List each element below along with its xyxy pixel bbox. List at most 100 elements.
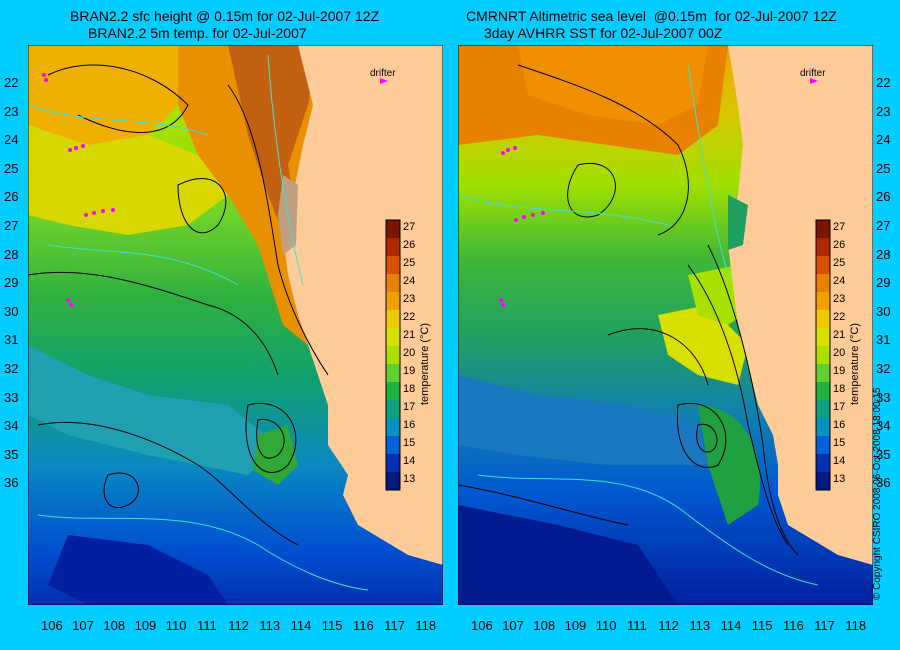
- lon-label-right-116: 116: [783, 618, 804, 633]
- lat-label-left-23: 23: [4, 103, 19, 119]
- lat-label-left-28: 28: [4, 246, 19, 262]
- right-title-line2: 3day AVHRR SST for 02-Jul-2007 00Z: [484, 25, 723, 41]
- lon-label-right-108: 108: [533, 618, 556, 633]
- lat-label-right-30: 30: [876, 303, 891, 319]
- right-colorbar-title: temperature (°C): [849, 322, 861, 405]
- lat-label-right-35: 35: [876, 446, 891, 462]
- left-colorbar: [385, 219, 401, 491]
- cbar-tick-left-13: 13: [403, 473, 416, 485]
- lat-label-right-27: 27: [876, 218, 891, 233]
- lon-label-right-111: 111: [627, 618, 647, 633]
- cbar-tick-left-17: 17: [403, 401, 416, 413]
- lat-label-left-26: 26: [4, 189, 19, 205]
- lon-label-left-110: 110: [165, 618, 187, 633]
- cbar-tick-right-21: 21: [833, 329, 846, 341]
- lon-label-right-118: 118: [845, 618, 867, 633]
- cbar-tick-left-15: 15: [403, 437, 416, 449]
- right-title-line1: CMRNRT Altimetric sea level @0.15m for 0…: [466, 8, 837, 24]
- lon-label-right-109: 109: [564, 618, 587, 633]
- lat-label-right-22: 22: [876, 75, 891, 90]
- lat-label-right-24: 24: [876, 132, 891, 148]
- cbar-tick-right-22: 22: [833, 311, 846, 323]
- lon-label-left-106: 106: [41, 618, 63, 633]
- lat-label-right-28: 28: [876, 246, 891, 262]
- cbar-tick-left-23: 23: [403, 293, 416, 305]
- lon-label-right-110: 110: [595, 618, 617, 633]
- lat-label-left-33: 33: [4, 389, 19, 405]
- cbar-tick-right-14: 14: [833, 455, 846, 467]
- lat-label-right-23: 23: [876, 103, 891, 119]
- cbar-tick-left-19: 19: [403, 365, 416, 377]
- copyright-credit: © Copyright CSIRO 2008 06-Oct-2008 18:00…: [872, 387, 883, 601]
- left-map-panel: [28, 45, 443, 605]
- lat-label-left-35: 35: [4, 446, 19, 462]
- lat-label-left-30: 30: [4, 303, 19, 319]
- lon-label-left-115: 115: [321, 618, 343, 633]
- lon-label-right-114: 114: [720, 618, 742, 633]
- cbar-tick-right-19: 19: [833, 365, 846, 377]
- cbar-tick-right-23: 23: [833, 293, 846, 305]
- cbar-tick-left-14: 14: [403, 455, 416, 467]
- lat-label-left-25: 25: [4, 160, 19, 176]
- cbar-tick-left-18: 18: [403, 383, 416, 395]
- cbar-tick-left-27: 27: [403, 221, 416, 233]
- cbar-tick-right-17: 17: [833, 401, 846, 413]
- lat-label-right-33: 33: [876, 389, 891, 405]
- left-title-line2: BRAN2.2 5m temp. for 02-Jul-2007: [88, 25, 307, 41]
- left-sst-map: [28, 45, 443, 605]
- lon-label-left-107: 107: [72, 618, 94, 633]
- lat-label-right-32: 32: [876, 361, 891, 376]
- cbar-tick-right-18: 18: [833, 383, 846, 395]
- lat-label-right-31: 31: [876, 332, 891, 348]
- lon-label-right-115: 115: [751, 618, 773, 633]
- lon-label-right-107: 107: [502, 618, 524, 633]
- lat-label-right-26: 26: [876, 189, 891, 205]
- lat-label-left-29: 29: [4, 275, 19, 291]
- cbar-tick-right-13: 13: [833, 473, 846, 485]
- cbar-tick-right-20: 20: [833, 347, 846, 359]
- cbar-tick-right-26: 26: [833, 239, 846, 251]
- cbar-tick-right-25: 25: [833, 257, 846, 269]
- cbar-tick-left-26: 26: [403, 239, 416, 251]
- lat-label-left-24: 24: [4, 132, 19, 148]
- right-sst-map: [458, 45, 873, 605]
- lat-label-left-31: 31: [4, 332, 19, 348]
- lon-label-left-108: 108: [103, 618, 126, 633]
- lon-label-right-113: 113: [689, 618, 711, 633]
- lat-label-left-22: 22: [4, 75, 19, 90]
- lon-label-left-112: 112: [228, 618, 249, 633]
- right-drifter-label: drifter: [800, 68, 826, 79]
- lon-label-right-112: 112: [658, 618, 679, 633]
- lat-label-left-34: 34: [4, 418, 19, 434]
- cbar-tick-left-21: 21: [403, 329, 416, 341]
- left-colorbar-title: temperature (°C): [419, 322, 431, 405]
- lon-label-left-116: 116: [353, 618, 374, 633]
- cbar-tick-right-15: 15: [833, 437, 846, 449]
- lat-label-right-29: 29: [876, 275, 891, 291]
- cbar-tick-right-27: 27: [833, 221, 846, 233]
- lat-label-left-27: 27: [4, 218, 19, 233]
- cbar-tick-left-25: 25: [403, 257, 416, 269]
- cbar-tick-left-16: 16: [403, 419, 416, 431]
- lon-label-left-117: 117: [384, 618, 405, 633]
- left-drifter-label: drifter: [370, 68, 396, 79]
- cbar-tick-left-24: 24: [403, 275, 416, 287]
- lat-label-left-36: 36: [4, 475, 19, 491]
- left-title-line1: BRAN2.2 sfc height @ 0.15m for 02-Jul-20…: [70, 8, 380, 24]
- lat-label-right-25: 25: [876, 160, 891, 176]
- lat-label-right-34: 34: [876, 418, 891, 434]
- lon-label-left-113: 113: [259, 618, 281, 633]
- lon-label-left-111: 111: [197, 618, 217, 633]
- lon-label-left-118: 118: [415, 618, 437, 633]
- lat-label-right-36: 36: [876, 475, 891, 491]
- lon-label-left-114: 114: [290, 618, 312, 633]
- cbar-tick-right-16: 16: [833, 419, 846, 431]
- cbar-tick-left-22: 22: [403, 311, 416, 323]
- right-colorbar: [815, 219, 831, 491]
- cbar-tick-right-24: 24: [833, 275, 846, 287]
- right-map-panel: [458, 45, 873, 605]
- lon-label-left-109: 109: [134, 618, 157, 633]
- lat-label-left-32: 32: [4, 361, 19, 376]
- lon-label-right-117: 117: [814, 618, 835, 633]
- lon-label-right-106: 106: [471, 618, 493, 633]
